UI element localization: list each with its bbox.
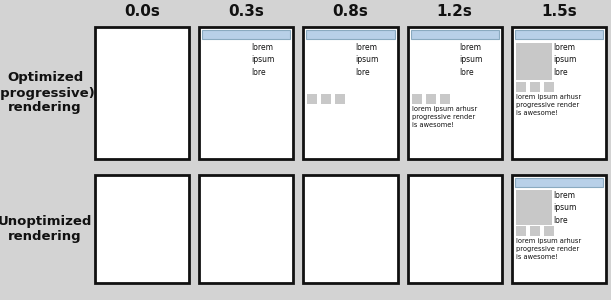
Bar <box>530 82 540 92</box>
Bar <box>515 30 603 39</box>
Bar <box>412 94 422 103</box>
Bar <box>512 175 606 283</box>
Bar <box>199 175 293 283</box>
Bar <box>321 94 331 103</box>
Bar <box>530 226 540 236</box>
Bar <box>411 30 499 39</box>
Bar <box>544 82 554 92</box>
Text: lorem
ipsum
lore: lorem ipsum lore <box>355 43 379 77</box>
Text: 1.5s: 1.5s <box>541 4 577 19</box>
Text: 1.2s: 1.2s <box>437 4 473 19</box>
Bar <box>304 27 398 159</box>
Bar <box>95 27 189 159</box>
Bar <box>202 30 290 39</box>
Text: lorem
ipsum
lore: lorem ipsum lore <box>459 43 483 77</box>
Text: lorem ipsum arhusr
progressive render
is awesome!: lorem ipsum arhusr progressive render is… <box>412 106 477 128</box>
Bar <box>408 175 502 283</box>
Bar <box>439 94 450 103</box>
Text: lorem
ipsum
lore: lorem ipsum lore <box>553 43 577 77</box>
Text: Unoptimized
rendering: Unoptimized rendering <box>0 215 92 243</box>
Bar <box>516 82 526 92</box>
Bar <box>306 30 395 39</box>
Text: 0.0s: 0.0s <box>124 4 160 19</box>
Text: lorem
ipsum
lore: lorem ipsum lore <box>251 43 274 77</box>
Bar <box>199 27 293 159</box>
Text: 0.8s: 0.8s <box>332 4 368 19</box>
Text: 0.3s: 0.3s <box>229 4 264 19</box>
Bar <box>516 190 552 225</box>
Bar <box>408 27 502 159</box>
Bar <box>304 175 398 283</box>
Bar <box>95 175 189 283</box>
Text: lorem ipsum arhusr
progressive render
is awesome!: lorem ipsum arhusr progressive render is… <box>516 238 581 260</box>
Bar <box>516 226 526 236</box>
Bar <box>335 94 345 103</box>
Bar <box>307 94 317 103</box>
Text: lorem ipsum arhusr
progressive render
is awesome!: lorem ipsum arhusr progressive render is… <box>516 94 581 116</box>
Bar <box>426 94 436 103</box>
Bar <box>516 43 552 80</box>
Bar <box>515 178 603 187</box>
Bar <box>544 226 554 236</box>
Text: lorem
ipsum
lore: lorem ipsum lore <box>553 191 577 225</box>
Bar <box>512 27 606 159</box>
Text: Optimized
(progressive)
rendering: Optimized (progressive) rendering <box>0 71 95 115</box>
